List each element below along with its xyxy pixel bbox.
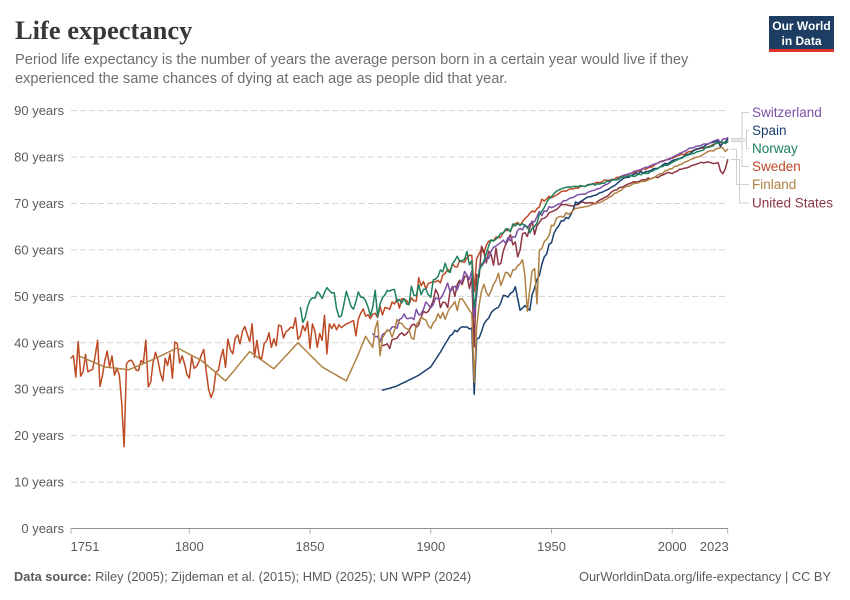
svg-text:Spain: Spain	[752, 123, 787, 138]
svg-text:Switzerland: Switzerland	[752, 105, 822, 120]
svg-text:Sweden: Sweden	[752, 159, 801, 174]
svg-text:70 years: 70 years	[14, 196, 64, 211]
svg-text:30 years: 30 years	[14, 382, 64, 397]
svg-text:60 years: 60 years	[14, 242, 64, 257]
svg-text:2023: 2023	[700, 539, 729, 554]
svg-text:10 years: 10 years	[14, 475, 64, 490]
svg-text:1950: 1950	[537, 539, 566, 554]
svg-text:20 years: 20 years	[14, 428, 64, 443]
svg-text:0 years: 0 years	[21, 521, 64, 536]
svg-text:1800: 1800	[175, 539, 204, 554]
svg-text:1850: 1850	[296, 539, 325, 554]
svg-text:50 years: 50 years	[14, 289, 64, 304]
svg-text:1900: 1900	[416, 539, 445, 554]
svg-text:40 years: 40 years	[14, 335, 64, 350]
svg-text:90 years: 90 years	[14, 103, 64, 118]
svg-text:United States: United States	[752, 196, 833, 211]
svg-text:Norway: Norway	[752, 141, 798, 156]
svg-text:2000: 2000	[658, 539, 687, 554]
svg-text:80 years: 80 years	[14, 150, 64, 165]
svg-text:Finland: Finland	[752, 177, 796, 192]
svg-text:1751: 1751	[71, 539, 100, 554]
